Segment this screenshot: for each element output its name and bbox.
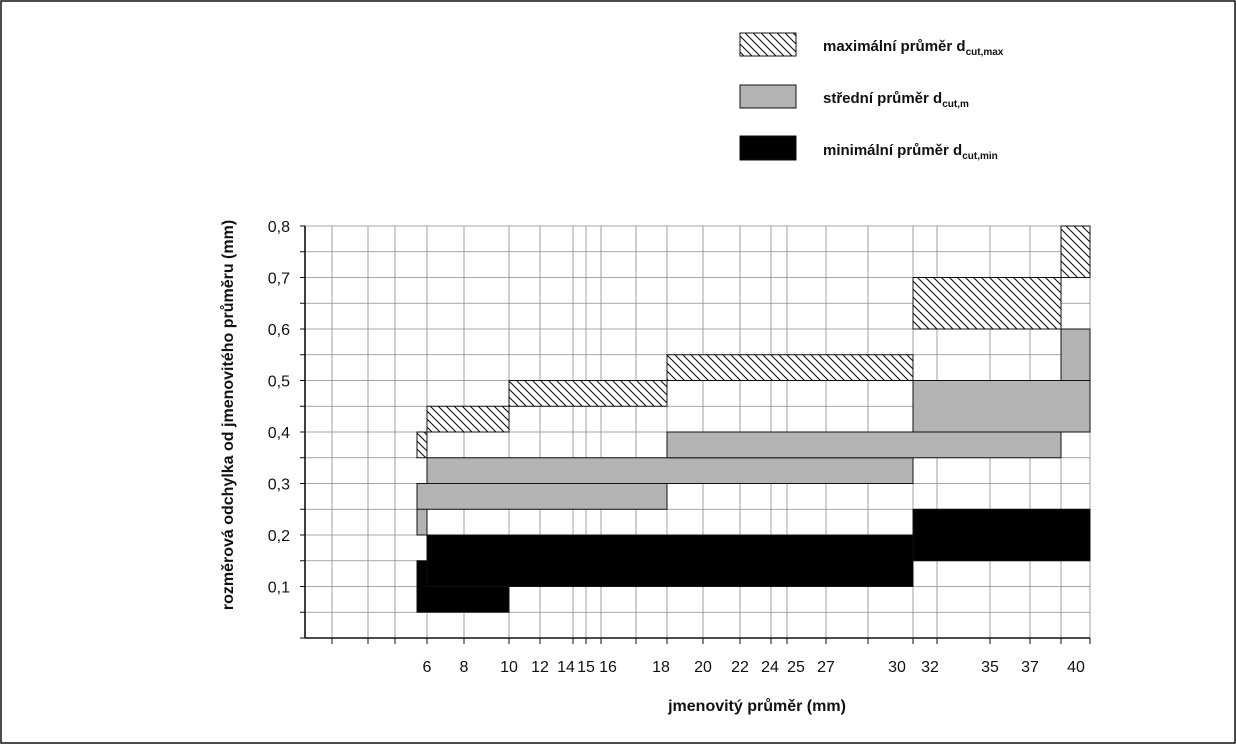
y-tick-labels: 0,1 0,2 0,3 0,4 0,5 0,6 0,7 0,8 [268,219,290,597]
bars [416,225,1091,613]
x-tick-label: 25 [787,659,805,676]
legend-item-mid: střední průměr dcut,m [739,84,969,110]
legend-item-max: maximální průměr dcut,max [739,32,1004,58]
band-mid [912,380,1091,433]
y-tick-label: 0,6 [268,322,290,339]
axes [300,225,1091,644]
legend-label-mid: střední průměr dcut,m [823,90,969,110]
x-tick-label: 12 [531,659,549,676]
x-tick-label: 6 [423,659,432,676]
x-tick-label: 14 [557,659,575,676]
x-tick-label: 37 [1021,659,1039,676]
band-max [416,431,428,459]
legend-swatch-min [739,135,797,161]
x-tick-label: 20 [694,659,712,676]
band-min [912,508,1091,562]
x-tick-label: 32 [921,659,939,676]
legend-swatch-max [739,32,797,57]
legend-label-max: maximální průměr dcut,max [823,38,1004,58]
band-max [426,405,510,433]
y-tick-label: 0,2 [268,528,290,545]
y-axis-title: rozměrová odchylka od jmenovitého průměr… [220,220,237,610]
y-tick-label: 0,8 [268,219,290,236]
x-tick-label: 16 [599,659,617,676]
y-tick-label: 0,1 [268,580,290,597]
y-tick-label: 0,3 [268,477,290,494]
band-max [508,380,668,407]
x-tick-label: 18 [652,659,670,676]
x-tick-label: 40 [1067,659,1085,676]
x-tick-label: 10 [500,659,518,676]
legend: maximální průměr dcut,max střední průměr… [739,32,1004,162]
band-mid [1060,328,1091,381]
band-min [426,534,914,587]
y-tick-label: 0,7 [268,271,290,288]
x-tick-label: 30 [888,659,906,676]
x-tick-label: 35 [981,659,999,676]
legend-label-min: minimální průměr dcut,min [823,142,998,162]
band-max [666,354,914,381]
x-tick-label: 15 [577,659,595,676]
x-tick-label: 27 [817,659,835,676]
x-tick-label: 8 [460,659,469,676]
band-mid [666,431,1062,459]
x-tick-labels: 6 8 10 12 14 15 16 18 20 22 24 25 27 30 32 35 37 40 [423,659,1085,676]
x-tick-label: 22 [731,659,749,676]
y-tick-label: 0,5 [268,374,290,391]
legend-swatch-mid [739,84,797,109]
band-max [912,277,1062,330]
band-mid [416,483,668,510]
legend-item-min: minimální průměr dcut,min [739,135,998,162]
y-tick-label: 0,4 [268,425,290,442]
band-mid [426,457,914,484]
band-max [1060,225,1091,278]
x-tick-label: 24 [761,659,779,676]
x-axis-title: jmenovitý průměr (mm) [667,698,846,715]
